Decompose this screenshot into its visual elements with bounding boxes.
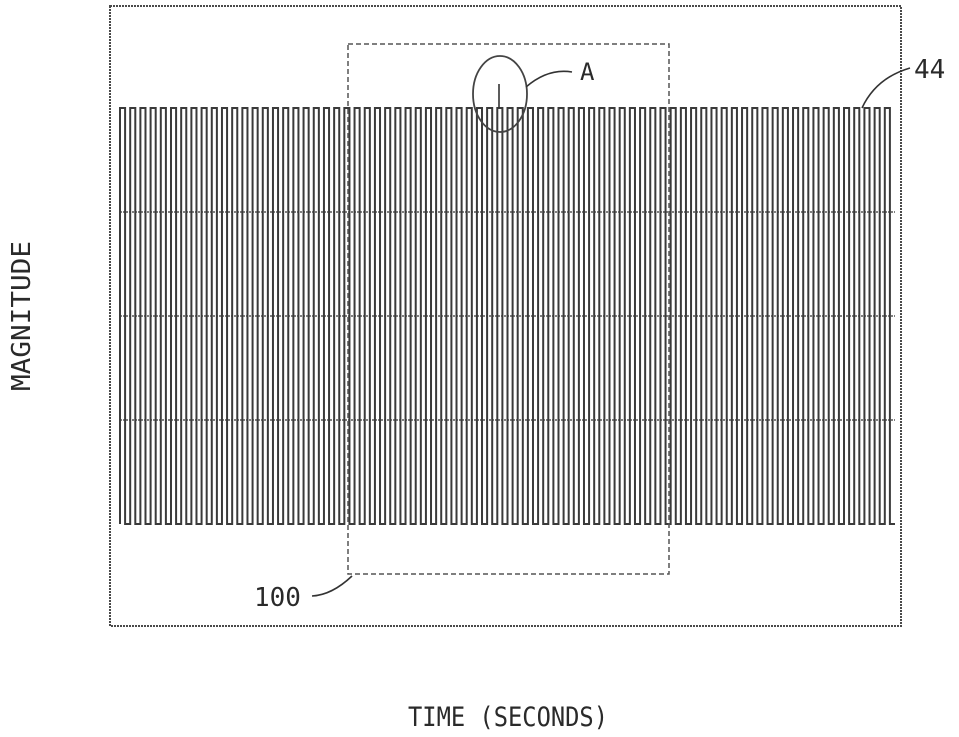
label-a: A xyxy=(580,58,595,86)
label-44: 44 xyxy=(914,55,945,85)
leader-line-a xyxy=(525,70,573,88)
x-axis-label: TIME (SECONDS) xyxy=(408,702,608,733)
label-100: 100 xyxy=(254,583,301,613)
leader-line-100 xyxy=(311,575,353,597)
region-100-box xyxy=(347,43,670,575)
leader-line-44 xyxy=(861,67,911,109)
signal-waveform xyxy=(119,107,895,525)
annotation-a-ellipse xyxy=(472,55,528,133)
plot-frame xyxy=(109,5,902,627)
square-wave-series xyxy=(119,107,895,525)
y-axis-label: MAGNITUDE xyxy=(7,241,37,391)
